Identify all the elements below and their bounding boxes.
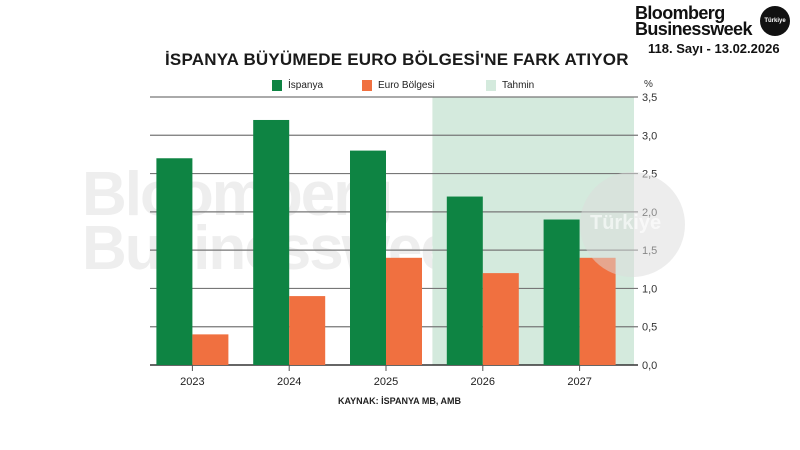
legend-item-euro: Euro Bölgesi [362,78,435,92]
y-tick-label: 0,5 [642,322,657,334]
brand-badge: Türkiye [760,6,790,36]
x-tick-label: 2024 [277,376,301,388]
y-axis-unit: % [644,79,653,90]
legend-label-euro: Euro Bölgesi [378,79,435,91]
x-tick-label: 2027 [567,376,591,388]
y-tick-label: 0,0 [642,360,657,372]
x-tick-label: 2026 [471,376,495,388]
bar-ispanya [350,150,386,365]
legend-label-forecast: Tahmin [502,79,535,91]
chart-title: İSPANYA BÜYÜMEDE EURO BÖLGESİ'NE FARK AT… [165,50,629,69]
legend-swatch-euro [362,79,372,91]
y-tick-label: 1,0 [642,283,657,295]
brand-line-2: Businessweek [635,19,752,39]
bar-euro [579,257,616,365]
y-tick-label: 1,5 [642,245,657,257]
x-tick-label: 2023 [180,376,204,388]
bar-ispanya [543,219,580,365]
y-tick-label: 2,5 [642,169,657,181]
bar-euro [482,273,519,365]
y-tick-label: 2,0 [642,207,657,219]
legend-label-ispanya: İspanya [288,79,324,91]
chart-source: KAYNAK: İSPANYA MB, AMB [338,396,462,406]
legend-item-forecast: Tahmin [486,78,534,92]
bar-ispanya [253,119,290,365]
bar-euro [386,257,422,365]
y-tick-label: 3,0 [642,130,657,142]
y-tick-label: 3,5 [642,92,657,104]
legend-item-ispanya: İspanya [272,78,323,92]
issue-info: 118. Sayı - 13.02.2026 [648,41,780,56]
legend-swatch-ispanya [272,79,282,91]
bar-ispanya [446,196,483,365]
bar-euro [192,334,229,365]
bar-euro [289,296,326,365]
bar-ispanya [156,158,193,365]
brand-line-1: Bloomberg [635,3,725,23]
brand-logo: Bloomberg Businessweek [635,3,752,39]
x-tick-label: 2025 [374,376,398,388]
legend-swatch-forecast [486,79,496,91]
